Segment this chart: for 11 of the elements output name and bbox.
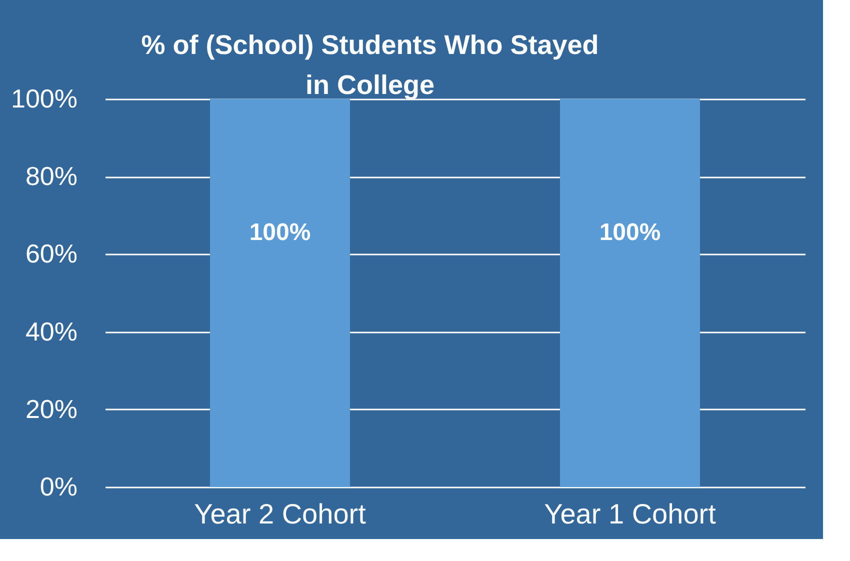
y-tick-label: 100%	[11, 84, 78, 114]
data-label: 100%	[249, 219, 311, 246]
y-tick-label: 20%	[25, 394, 78, 424]
chart-title: % of (School) Students Who Stayed in College	[141, 30, 599, 100]
y-tick-label: 80%	[25, 161, 78, 192]
x-tick-label: Year 2 Cohort	[194, 498, 366, 530]
x-tick-label: Year 1 Cohort	[544, 498, 716, 530]
y-tick-label: 0%	[40, 472, 78, 502]
y-tick-label: 60%	[25, 238, 78, 269]
data-label: 100%	[599, 219, 661, 246]
y-tick-label: 40%	[25, 316, 78, 346]
